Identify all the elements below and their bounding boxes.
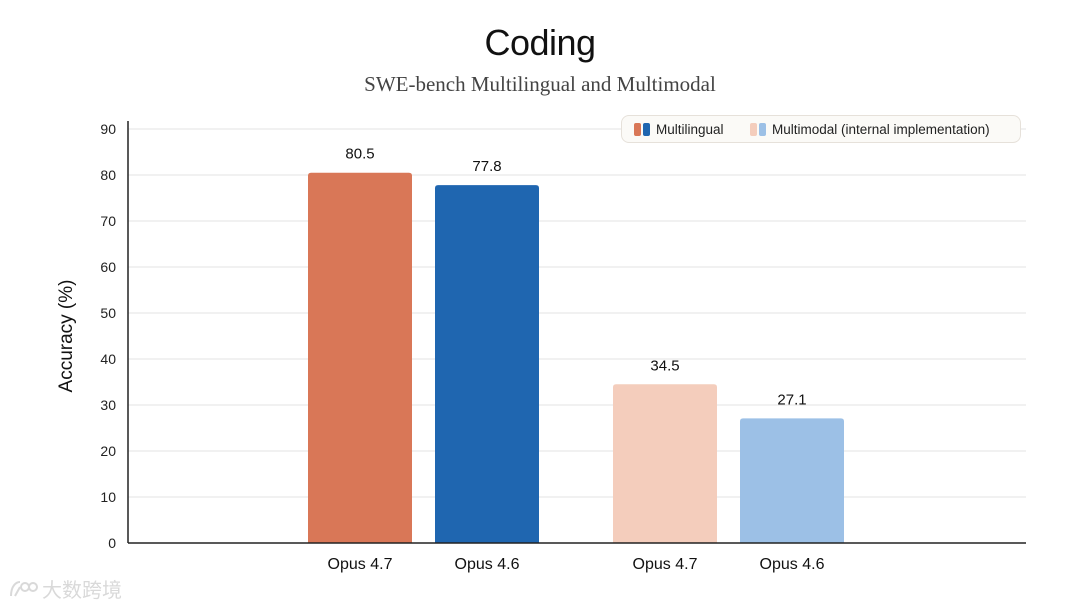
bar bbox=[613, 384, 717, 543]
y-tick-label: 90 bbox=[100, 121, 116, 137]
legend-swatch bbox=[750, 123, 757, 136]
legend-label: Multilingual bbox=[656, 122, 724, 137]
chart-title: Coding bbox=[484, 22, 596, 63]
bar bbox=[435, 185, 539, 543]
y-tick-label: 20 bbox=[100, 443, 116, 459]
legend-item-multimodal: Multimodal (internal implementation) bbox=[750, 122, 990, 137]
category-label: Opus 4.7 bbox=[633, 556, 698, 573]
value-label: 80.5 bbox=[345, 146, 374, 163]
y-tick-label: 80 bbox=[100, 167, 116, 183]
y-axis-ticks: 0 10 20 30 40 50 60 70 80 90 bbox=[100, 121, 116, 551]
category-label: Opus 4.7 bbox=[328, 556, 393, 573]
y-tick-label: 50 bbox=[100, 305, 116, 321]
y-tick-label: 10 bbox=[100, 489, 116, 505]
y-tick-label: 70 bbox=[100, 213, 116, 229]
legend-swatch bbox=[643, 123, 650, 136]
y-tick-label: 60 bbox=[100, 259, 116, 275]
bars bbox=[308, 172, 844, 543]
y-tick-label: 30 bbox=[100, 397, 116, 413]
bar bbox=[740, 418, 844, 543]
category-label: Opus 4.6 bbox=[455, 556, 520, 573]
y-tick-label: 40 bbox=[100, 351, 116, 367]
value-label: 34.5 bbox=[650, 357, 679, 374]
legend-swatch bbox=[759, 123, 766, 136]
watermark: 大数跨境 bbox=[8, 574, 122, 603]
gridlines bbox=[128, 128, 1026, 498]
legend-item-multilingual: Multilingual bbox=[634, 122, 724, 137]
legend: Multilingual Multimodal (internal implem… bbox=[621, 115, 1021, 143]
y-tick-label: 0 bbox=[108, 535, 116, 551]
watermark-logo-icon bbox=[10, 580, 38, 596]
watermark-text: 大数跨境 bbox=[42, 578, 122, 602]
value-label: 77.8 bbox=[472, 158, 501, 175]
category-labels: Opus 4.7 Opus 4.6 Opus 4.7 Opus 4.6 bbox=[328, 556, 825, 573]
legend-swatch bbox=[634, 123, 641, 136]
bar bbox=[308, 172, 412, 543]
value-labels: 80.5 77.8 34.5 27.1 bbox=[345, 146, 806, 409]
chart-subtitle: SWE-bench Multilingual and Multimodal bbox=[364, 72, 716, 96]
legend-label: Multimodal (internal implementation) bbox=[772, 122, 990, 137]
value-label: 27.1 bbox=[777, 391, 806, 408]
y-axis-label: Accuracy (%) bbox=[56, 280, 77, 393]
category-label: Opus 4.6 bbox=[760, 556, 825, 573]
